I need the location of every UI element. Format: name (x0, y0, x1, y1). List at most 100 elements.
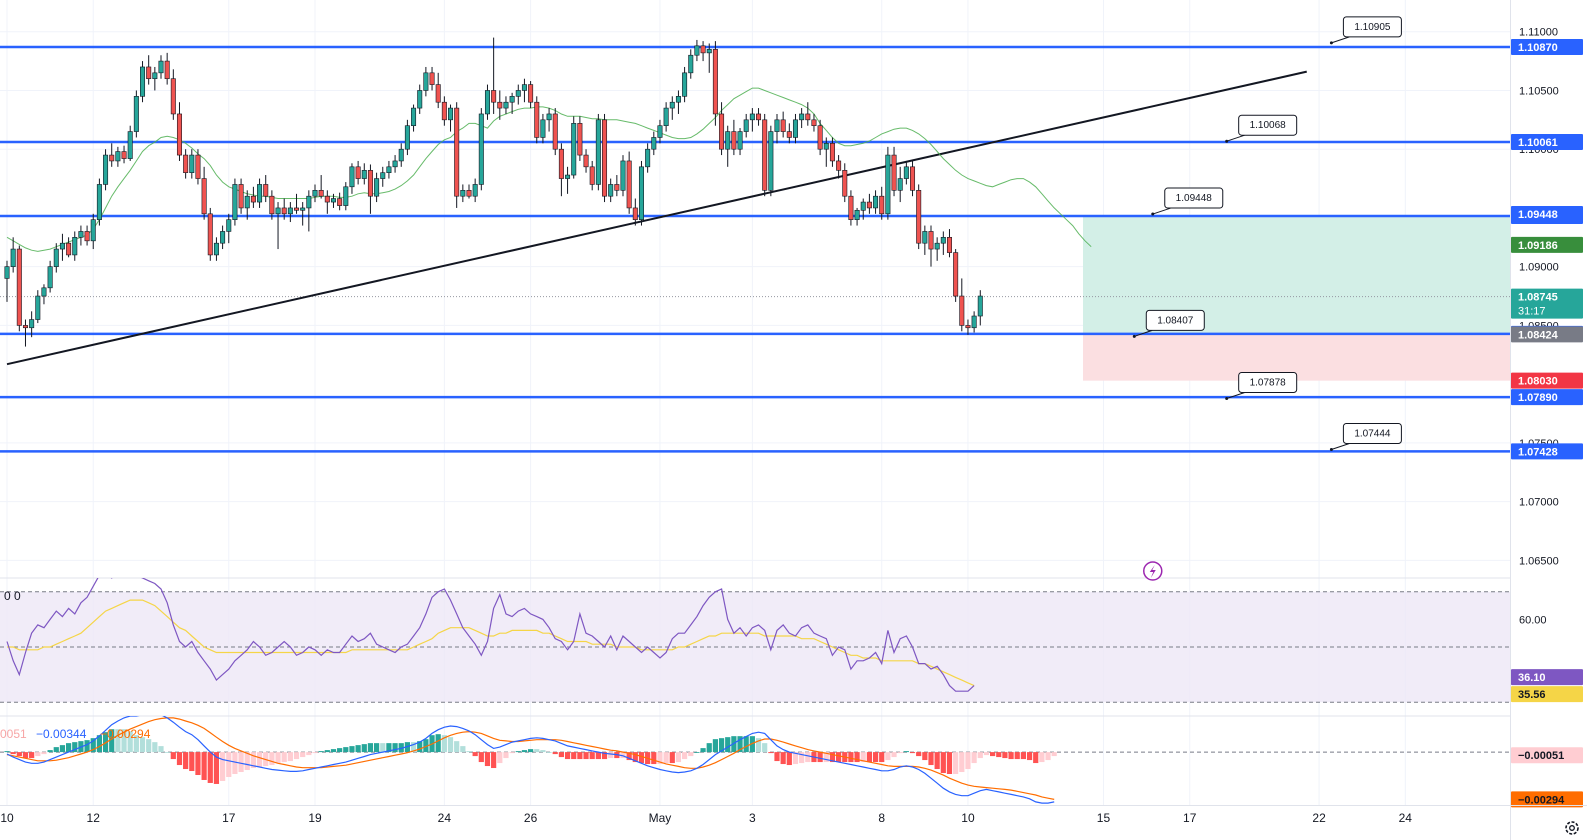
macd-hist-bar (139, 737, 146, 753)
macd-hist-bar (22, 752, 29, 759)
level-callout[interactable]: 1.10068 (1225, 114, 1298, 143)
macd-hist-bar (53, 747, 59, 753)
macd-hist-bar (1045, 752, 1051, 761)
macd-hist-bar (201, 752, 207, 780)
level-callout[interactable]: 1.10905 (1329, 16, 1402, 45)
level-price-badge[interactable]: 1.07890 (1511, 389, 1583, 406)
level-callout[interactable]: 1.09448 (1151, 187, 1224, 216)
macd-hist-bar (589, 752, 595, 760)
loss-zone[interactable] (1083, 333, 1510, 381)
macd-hist-bar (238, 752, 244, 773)
level-callout[interactable]: 1.07444 (1329, 422, 1402, 451)
macd-hist-bar (127, 731, 133, 753)
macd-hist-bar (866, 752, 872, 763)
candle (675, 90, 681, 114)
macd-hist-bar (595, 752, 601, 760)
candle (614, 175, 620, 197)
trendline-segment[interactable] (6, 70, 1307, 366)
level-price-badge[interactable]: 1.10870 (1511, 38, 1583, 55)
candle (47, 260, 53, 293)
macd-line (6, 716, 1055, 804)
candle (103, 149, 109, 191)
candle (829, 137, 835, 167)
macd-hist-bar (250, 752, 256, 769)
candle (244, 190, 250, 220)
rsi-value-badge[interactable]: 36.10 (1511, 669, 1583, 686)
svg-text:1.08745: 1.08745 (1518, 292, 1558, 304)
svg-text:36.10: 36.10 (1518, 672, 1546, 684)
price-axis[interactable]: 1.110001.105001.100001.090001.085001.075… (1510, 0, 1587, 840)
candle (521, 78, 527, 103)
macd-hist-bar (571, 752, 577, 760)
candle (250, 186, 256, 208)
macd-hist-bar (725, 737, 731, 753)
candle (207, 207, 213, 261)
candle (509, 92, 515, 114)
candle (121, 145, 127, 164)
macd-hist-bar (823, 752, 829, 763)
time-tick-label: 24 (1399, 811, 1413, 825)
macd-hist-bar (300, 752, 306, 758)
candle (392, 155, 398, 173)
candle (719, 102, 725, 156)
long-position-tool[interactable] (0, 216, 1510, 381)
macd-hist-bar (774, 752, 780, 762)
time-axis-bg[interactable] (0, 805, 1510, 840)
candle (226, 213, 232, 244)
candle (96, 178, 102, 226)
level-price-badge[interactable]: 1.07428 (1511, 443, 1583, 460)
candle (497, 90, 503, 120)
level-callout[interactable]: 1.08407 (1132, 309, 1205, 338)
support-resistance-levels[interactable] (0, 45, 1510, 453)
price-badge[interactable]: 1.08030 (1511, 372, 1583, 389)
gear-icon[interactable] (1565, 821, 1579, 835)
last-price-badge[interactable]: 1.08745 31:17 (1511, 288, 1583, 319)
macd-signal-badge[interactable]: −0.00294 (1511, 791, 1583, 808)
price-badge[interactable]: 1.09448 (1511, 206, 1583, 223)
time-axis[interactable]: 10 12 17 19 24 26 May 3 8 10 15 17 22 24 (0, 805, 1587, 840)
candle (386, 160, 392, 179)
macd-hist-bar (601, 752, 608, 760)
macd-hist-bar (965, 752, 971, 770)
price-axis-bg[interactable] (1510, 0, 1587, 840)
level-callouts[interactable]: 1.10905 1.10068 1.09448 1.08407 1.07878 1.074… (1132, 16, 1402, 451)
price-tick-label: 1.07000 (1519, 497, 1559, 509)
candle (454, 102, 460, 208)
misc-icons[interactable] (1143, 561, 1579, 835)
rsi-ma-badge[interactable]: 35.56 (1511, 686, 1583, 703)
candle (257, 178, 263, 208)
candle (35, 290, 41, 324)
candle (928, 225, 934, 267)
macd-hist-badge[interactable]: −0.00051 (1511, 747, 1583, 764)
macd-hist-bar (1008, 752, 1014, 760)
candle (330, 193, 336, 208)
macd-hist-bar (755, 738, 762, 753)
macd-hist-bar (232, 752, 238, 775)
lightning-icon[interactable] (1143, 561, 1163, 581)
trendline[interactable] (6, 70, 1307, 366)
macd-hist-bar (244, 752, 250, 771)
level-price-badge[interactable]: 1.10061 (1511, 134, 1583, 151)
price-badge[interactable]: 1.08424 (1511, 326, 1583, 343)
svg-text:35.56: 35.56 (1518, 689, 1546, 701)
candle (312, 184, 318, 203)
macd-hist-bar (528, 749, 534, 753)
candle (84, 225, 90, 246)
macd-hist-bar (275, 752, 281, 764)
candle (380, 166, 386, 187)
candle (638, 160, 644, 226)
candle (799, 108, 805, 129)
callout-label: 1.10905 (1354, 22, 1391, 33)
candle (361, 163, 367, 185)
macd-hist-bar (4, 751, 10, 753)
macd-hist-bar (977, 752, 983, 759)
candle (78, 225, 84, 246)
price-badge[interactable]: 1.09186 (1511, 236, 1583, 253)
candle (10, 237, 16, 273)
level-callout[interactable]: 1.07878 (1225, 371, 1298, 400)
macd-hist-bar (583, 752, 589, 760)
candle (152, 66, 158, 91)
macd-hist-bar (959, 752, 965, 773)
time-tick-label: 3 (749, 811, 756, 825)
